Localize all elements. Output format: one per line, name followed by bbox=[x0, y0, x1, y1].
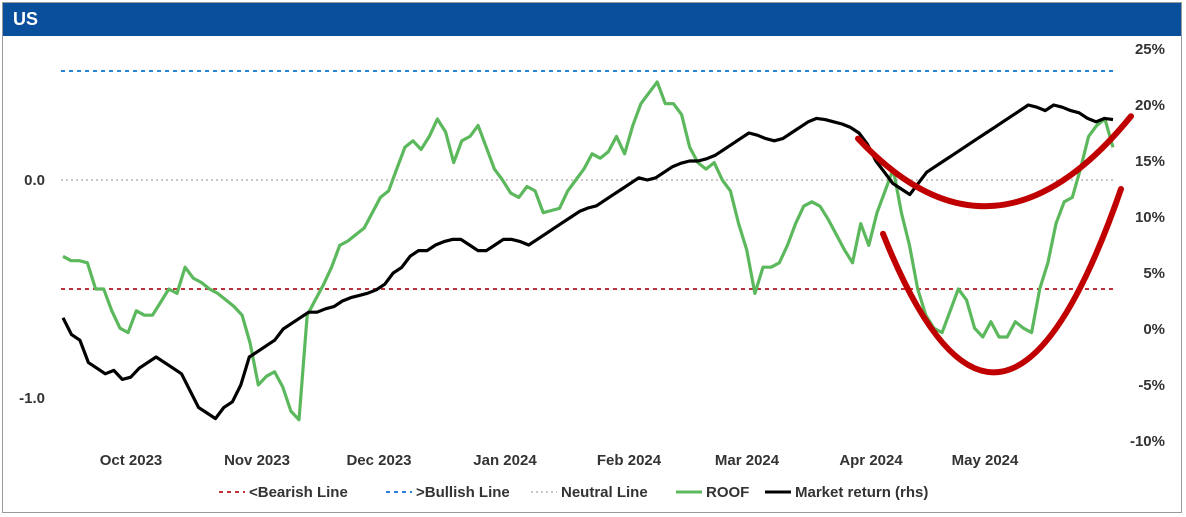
legend-label-3: ROOF bbox=[706, 484, 749, 501]
x-tick-label: Oct 2023 bbox=[100, 452, 163, 469]
right-tick-label: 0% bbox=[1143, 321, 1165, 338]
legend-label-0: <Bearish Line bbox=[249, 484, 348, 501]
x-tick-label: Nov 2023 bbox=[224, 452, 290, 469]
left-tick-label: -1.0 bbox=[19, 390, 45, 407]
right-tick-label: 20% bbox=[1135, 97, 1165, 114]
x-tick-label: Mar 2024 bbox=[715, 452, 780, 469]
chart-title: US bbox=[13, 9, 39, 29]
right-tick-label: -5% bbox=[1138, 377, 1165, 394]
right-tick-label: 15% bbox=[1135, 153, 1165, 170]
right-tick-label: 5% bbox=[1143, 265, 1165, 282]
right-tick-label: 25% bbox=[1135, 41, 1165, 58]
series-line-0 bbox=[62, 80, 1115, 422]
chart-canvas: 0.0 -1.0 25% 20% 15% 10% 5% 0% -5% -10% Oct 2023 No… bbox=[19, 41, 1165, 501]
right-tick-label: -10% bbox=[1130, 433, 1165, 450]
x-tick-label: Dec 2023 bbox=[346, 452, 411, 469]
x-tick-label: Apr 2024 bbox=[839, 452, 903, 469]
right-tick-label: 10% bbox=[1135, 209, 1165, 226]
chart-header: US bbox=[3, 3, 1181, 36]
x-tick-label: Jan 2024 bbox=[473, 452, 537, 469]
legend-label-2: Neutral Line bbox=[561, 484, 648, 501]
series-line-1 bbox=[61, 103, 1114, 421]
legend-label-4: Market return (rhs) bbox=[795, 484, 928, 501]
x-tick-label: May 2024 bbox=[952, 452, 1019, 469]
annotation-arc-0 bbox=[855, 113, 1134, 210]
legend-label-1: >Bullish Line bbox=[416, 484, 510, 501]
annotation-arc-1 bbox=[880, 186, 1124, 376]
left-tick-label: 0.0 bbox=[24, 172, 45, 189]
x-tick-label: Feb 2024 bbox=[597, 452, 662, 469]
